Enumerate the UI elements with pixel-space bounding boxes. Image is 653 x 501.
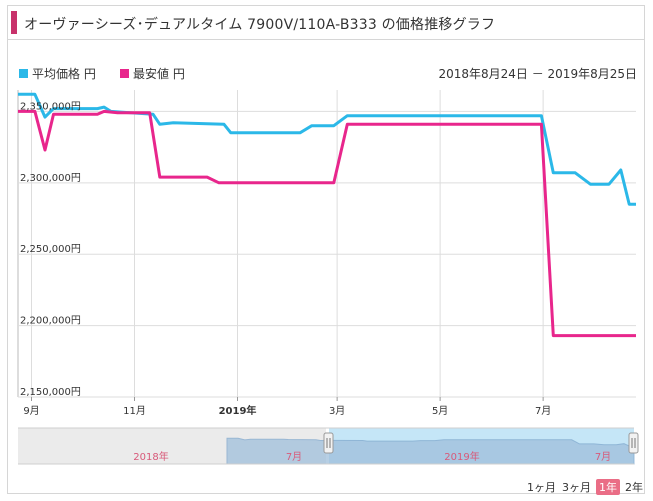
legend-swatch-average <box>19 69 28 78</box>
range-button-1-year[interactable]: 1年 <box>596 479 620 495</box>
x-tick-label: 11月 <box>123 405 146 417</box>
series-line-lowest <box>18 109 636 338</box>
navigator-label-july-1: 7月 <box>286 451 302 463</box>
navigator-label-july-2: 7月 <box>595 451 611 463</box>
navigator-label-2019: 2019年 <box>444 450 479 463</box>
y-tick-label: 2,250,000円 <box>20 244 81 255</box>
x-tick-label: 2019年 <box>219 404 257 417</box>
navigator-label-2018: 2018年 <box>133 450 168 463</box>
range-navigator[interactable]: 2018年 7月 2019年 7月 <box>18 427 639 465</box>
price-chart-panel: オーヴァーシーズ･デュアルタイム 7900V/110A-B333 の価格推移グラ… <box>7 5 645 494</box>
series-line-average <box>18 92 636 206</box>
title-bar: オーヴァーシーズ･デュアルタイム 7900V/110A-B333 の価格推移グラ… <box>8 6 644 40</box>
legend-swatch-lowest <box>120 69 129 78</box>
y-tick-label: 2,200,000円 <box>20 316 81 327</box>
x-axis-ticks: 9月 11月 2019年 3月 5月 7月 <box>23 397 551 417</box>
x-tick-label: 9月 <box>23 405 39 417</box>
page-title: オーヴァーシーズ･デュアルタイム 7900V/110A-B333 の価格推移グラ… <box>24 17 496 33</box>
range-button-2-years[interactable]: 2年 <box>625 481 643 494</box>
y-axis-ticks: 2,350,000円 2,300,000円 2,250,000円 2,200,000円… <box>20 101 81 398</box>
y-tick-label: 2,150,000円 <box>20 387 81 398</box>
series-lines <box>18 92 636 338</box>
range-button-3-months[interactable]: 3ヶ月 <box>562 481 591 494</box>
range-selector: 1ヶ月 3ヶ月 1年 2年 <box>526 479 644 495</box>
x-tick-label: 5月 <box>432 405 448 417</box>
navigator-right-handle[interactable] <box>628 432 639 454</box>
x-tick-label: 3月 <box>329 405 345 417</box>
y-tick-label: 2,300,000円 <box>20 173 81 184</box>
legend-label-lowest: 最安値 円 <box>133 66 185 81</box>
title-accent-bar <box>11 11 17 34</box>
date-range-label: 2018年8月24日 － 2019年8月25日 <box>438 67 637 81</box>
y-tick-label: 2,350,000円 <box>20 101 81 112</box>
range-button-1-month[interactable]: 1ヶ月 <box>527 481 556 494</box>
legend-label-average: 平均価格 円 <box>32 66 96 81</box>
plot-area: 2,350,000円 2,300,000円 2,250,000円 2,200,000円… <box>17 90 636 417</box>
x-tick-label: 7月 <box>535 405 551 417</box>
navigator-left-handle[interactable] <box>323 432 334 454</box>
